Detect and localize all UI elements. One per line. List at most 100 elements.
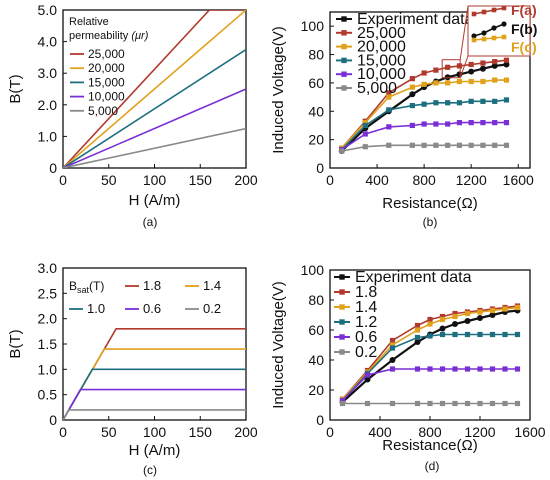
y-tick-label: 0 [49, 160, 57, 176]
zoom-inset: F(a) F(b) F(c) [441, 2, 537, 79]
data-point [514, 400, 521, 407]
x-tick-label: 0 [59, 172, 67, 188]
data-point [409, 76, 415, 82]
data-point [364, 376, 371, 383]
legend-marker [339, 289, 345, 295]
legend-marker [341, 16, 347, 22]
data-point [414, 366, 421, 372]
data-point [414, 322, 421, 329]
legend-label: 25,000 [88, 47, 125, 61]
legend-label: 15,000 [88, 75, 125, 89]
data-point [409, 142, 415, 148]
data-point [427, 366, 433, 372]
data-point [492, 77, 498, 83]
data-point [492, 142, 498, 148]
data-point [421, 121, 427, 127]
series-line-25000 [63, 10, 246, 168]
zoom-connector [459, 55, 469, 78]
legend-label: 5,000 [357, 80, 397, 97]
data-point [439, 331, 446, 338]
y-tick-label: 1.0 [38, 361, 58, 377]
series-group [63, 10, 246, 168]
data-point [389, 357, 396, 363]
legend-label: 1.4 [355, 299, 377, 316]
zoom-point [471, 33, 477, 39]
x-tick-label: 150 [189, 424, 213, 440]
data-point [489, 312, 496, 318]
data-point [439, 316, 446, 323]
y-tick-label: 2.5 [38, 285, 58, 301]
data-point [339, 148, 345, 154]
data-point [421, 142, 427, 148]
x-tick-label: 400 [365, 172, 389, 188]
data-point [480, 98, 486, 104]
zoom-point [481, 36, 487, 42]
data-point [502, 331, 508, 338]
y-tick-label: 4.0 [38, 34, 58, 50]
data-point [468, 61, 474, 68]
data-point [489, 307, 496, 314]
legend-label: 1.2 [355, 314, 377, 331]
y-tick-label: 0 [49, 412, 57, 428]
x-axis-label: Resistance(Ω) [382, 195, 477, 212]
y-tick-label: 100 [301, 18, 325, 34]
zoom-source-box [441, 59, 461, 79]
y-tick-label: 60 [308, 322, 324, 338]
data-point [389, 345, 396, 351]
series-line-15000 [63, 48, 246, 168]
data-point [464, 400, 471, 407]
data-point [389, 337, 396, 344]
data-point [439, 325, 446, 332]
data-point [514, 304, 521, 311]
y-tick-label: 2.0 [38, 311, 58, 327]
series-line-5000 [63, 127, 246, 168]
series-group [339, 303, 521, 407]
legend-label: 20,000 [357, 39, 406, 56]
y-tick-label: 0 [316, 160, 324, 176]
data-point [503, 61, 510, 68]
legend-marker [341, 71, 347, 77]
data-point [409, 103, 415, 109]
zoom-point [491, 7, 497, 13]
data-point [456, 142, 463, 148]
data-point [421, 81, 427, 87]
data-point [503, 142, 510, 148]
data-point [362, 144, 368, 150]
data-point [414, 339, 421, 345]
data-point [445, 142, 451, 148]
data-point [492, 98, 498, 104]
x-tick-label: 1200 [464, 424, 495, 440]
y-axis-label: Induced Voltage(V) [270, 26, 287, 154]
data-point [389, 400, 396, 407]
x-tick-label: 50 [101, 424, 117, 440]
data-point [468, 142, 474, 148]
data-point [480, 78, 486, 85]
x-tick-label: 0 [59, 424, 67, 440]
y-tick-label: 80 [308, 47, 324, 63]
x-tick-label: 1600 [514, 424, 545, 440]
data-point [503, 120, 510, 126]
legend-label: 1.4 [203, 278, 221, 293]
zoom-point [481, 9, 487, 15]
annotation-label: F(b) [511, 21, 537, 37]
legend-label: 15,000 [357, 52, 406, 69]
zoom-connector [459, 5, 469, 60]
data-point [456, 78, 463, 85]
x-tick-label: 1200 [456, 172, 487, 188]
annotation-label: F(a) [511, 2, 537, 18]
legend-marker [339, 334, 345, 340]
zoom-point [501, 21, 507, 27]
data-point [339, 397, 346, 404]
zoom-point [481, 30, 487, 36]
y-tick-label: 1.5 [38, 336, 58, 352]
data-point [433, 142, 439, 148]
panel-label: (c) [143, 463, 157, 477]
y-axis-label: B(T) [7, 329, 24, 358]
data-point [433, 80, 439, 86]
data-point [389, 342, 396, 348]
data-point [468, 68, 475, 75]
chart-a: 0 50 100 150 200 0 1.0 2.0 3.0 4.0 5.0 H (A/m) B(T) (… [7, 2, 258, 229]
y-tick-label: 5.0 [38, 2, 58, 18]
